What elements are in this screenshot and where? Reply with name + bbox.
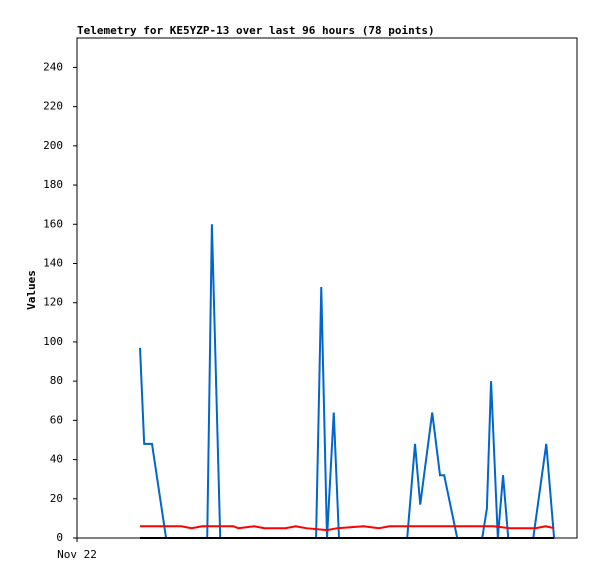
y-tick-label: 140 — [43, 256, 63, 269]
y-axis-label: Values — [25, 270, 38, 310]
y-tick-label: 40 — [50, 453, 63, 466]
y-tick-label: 160 — [43, 217, 63, 230]
y-tick-label: 180 — [43, 178, 63, 191]
y-tick-label: 0 — [56, 531, 63, 544]
x-tick-label: Nov 22 — [57, 548, 97, 561]
series-line — [139, 224, 556, 539]
y-tick-label: 80 — [50, 374, 63, 387]
chart-title: Telemetry for KE5YZP-13 over last 96 hou… — [77, 24, 435, 37]
y-tick-label: 220 — [43, 100, 63, 113]
y-tick-label: 20 — [50, 492, 63, 505]
y-tick-label: 100 — [43, 335, 63, 348]
y-tick-label: 200 — [43, 139, 63, 152]
y-tick-label: 120 — [43, 296, 63, 309]
y-tick-label: 240 — [43, 60, 63, 73]
y-tick-label: 60 — [50, 413, 63, 426]
series-line — [140, 525, 555, 532]
